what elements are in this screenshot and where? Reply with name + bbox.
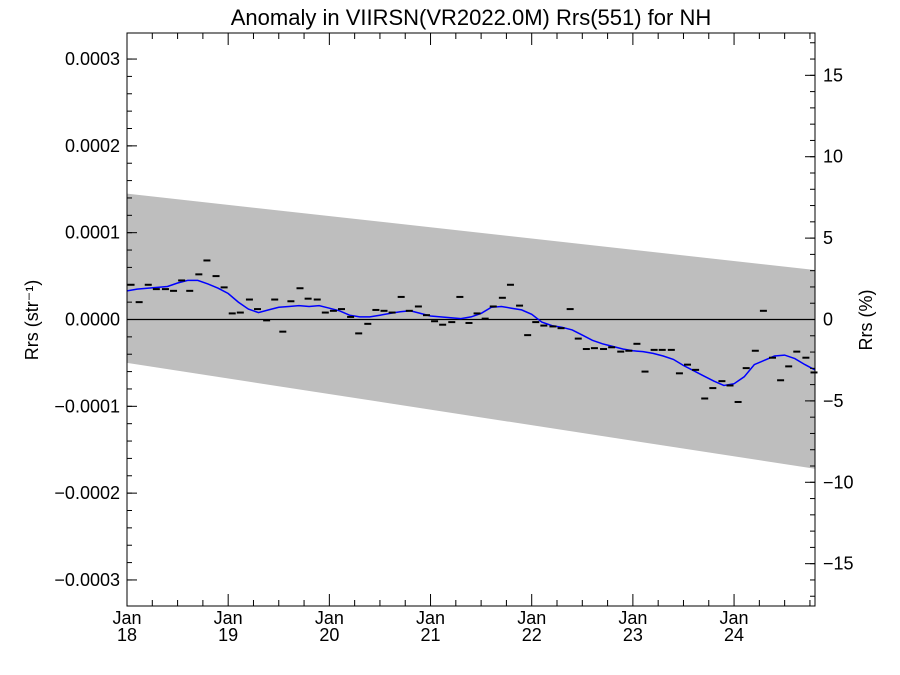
y-tick-label-right: −10 [823, 472, 854, 492]
y-tick-label-right: 5 [823, 228, 833, 248]
y-axis-label-right: Rrs (%) [856, 290, 876, 351]
y-tick-label-left: 0.0003 [65, 49, 120, 69]
x-tick-label-year: 19 [218, 625, 238, 645]
x-tick-label-month: Jan [214, 608, 243, 628]
x-tick-label-year: 22 [522, 625, 542, 645]
y-tick-label-right: 15 [823, 65, 843, 85]
y-tick-label-left: 0.0000 [65, 310, 120, 330]
x-tick-label-month: Jan [416, 608, 445, 628]
y-tick-label-left: −0.0001 [54, 396, 120, 416]
monthly-points-layer [127, 259, 818, 403]
y-tick-label-right: −5 [823, 391, 844, 411]
y-tick-label-right: 10 [823, 147, 843, 167]
y-tick-label-left: 0.0001 [65, 223, 120, 243]
x-tick-label-month: Jan [618, 608, 647, 628]
y-axis-label-left: Rrs (str⁻¹) [22, 280, 42, 360]
smoothed-curve-layer [126, 279, 816, 387]
x-tick-label-year: 21 [421, 625, 441, 645]
y-tick-label-left: 0.0002 [65, 136, 120, 156]
x-tick-label-month: Jan [720, 608, 749, 628]
chart-title: Anomaly in VIIRSN(VR2022.0M) Rrs(551) fo… [231, 5, 711, 30]
y-tick-label-right: −15 [823, 554, 854, 574]
x-tick-label-year: 23 [623, 625, 643, 645]
x-tick-label-month: Jan [315, 608, 344, 628]
x-tick-label-month: Jan [517, 608, 546, 628]
x-tick-label-year: 20 [319, 625, 339, 645]
x-tick-label-year: 24 [724, 625, 744, 645]
x-tick-label-month: Jan [112, 608, 141, 628]
uncertainty-band [127, 193, 815, 469]
y-tick-label-left: −0.0002 [54, 483, 120, 503]
x-tick-label-year: 18 [117, 625, 137, 645]
y-tick-label-left: −0.0003 [54, 570, 120, 590]
axes-layer: 0.0003 0.0002 0.0001 0.0000 −0.0001 −0.0002 −0… [54, 33, 854, 645]
y-tick-label-right: 0 [823, 310, 833, 330]
uncertainty-band-layer [127, 193, 815, 469]
smoothed-series-line [126, 279, 816, 387]
